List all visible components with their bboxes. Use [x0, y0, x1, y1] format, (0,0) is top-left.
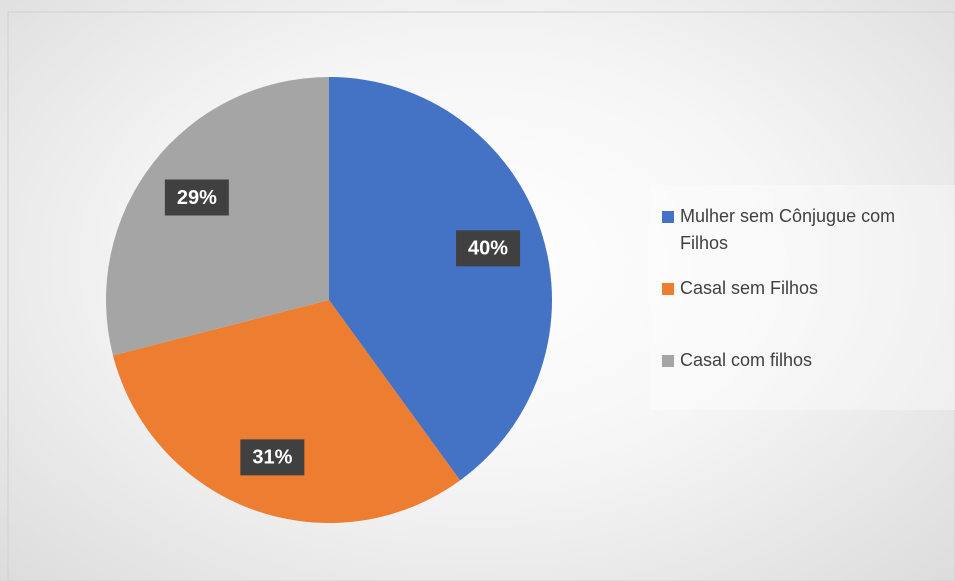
legend-item: Mulher sem Cônjugue com Filhos: [662, 203, 952, 257]
data-label-box: [240, 439, 305, 476]
legend-item: Casal com filhos: [662, 347, 952, 374]
frame: [7, 11, 955, 581]
legend-item: Casal sem Filhos: [662, 275, 952, 302]
data-label: 40%: [468, 238, 508, 260]
pie-slice: [329, 77, 553, 481]
legend-swatch: [662, 355, 674, 367]
legend-swatch: [662, 211, 674, 223]
data-label-box: [164, 179, 229, 216]
legend-label: Mulher sem Cônjugue com Filhos: [680, 206, 896, 253]
pie-slice: [113, 300, 461, 524]
data-label-box: [456, 230, 521, 267]
data-label: 29%: [177, 187, 217, 209]
legend-label: Casal com filhos: [680, 350, 813, 370]
pie-slice: [105, 77, 329, 356]
data-label: 31%: [252, 447, 292, 469]
legend-label: Casal sem Filhos: [680, 278, 819, 298]
legend: Mulher sem Cônjugue com Filhos Casal sem …: [650, 185, 955, 410]
legend-swatch: [662, 283, 674, 295]
